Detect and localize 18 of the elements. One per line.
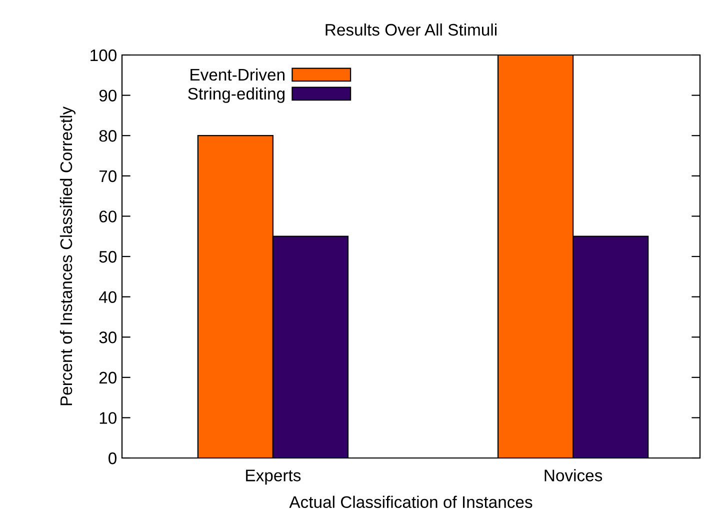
x-tick-label: Experts (246, 470, 301, 485)
y-tick-label: 70 (99, 170, 116, 182)
chart-title: Results Over All Stimuli (326, 23, 496, 36)
y-tick-label: 80 (99, 130, 116, 142)
y-tick-label: 100 (90, 49, 116, 62)
y-tick-label: 20 (99, 372, 116, 384)
y-tick-label: 90 (99, 90, 116, 102)
y-tick-label: 40 (98, 291, 116, 304)
legend-label: Event-Driven (190, 68, 284, 81)
y-tick-label: 30 (99, 332, 116, 344)
y-tick-label: 60 (99, 210, 116, 222)
y-tick-label: 50 (99, 250, 116, 263)
x-axis-title: Actual Classification of Instances (289, 496, 532, 508)
x-tick-label: Novices (544, 469, 602, 482)
y-tick-label: 10 (100, 412, 116, 424)
y-tick-label: 0 (108, 452, 116, 464)
legend-label: String-editing (188, 87, 284, 103)
y-axis-title: Percent of Instances Classified Correctly (60, 106, 76, 406)
